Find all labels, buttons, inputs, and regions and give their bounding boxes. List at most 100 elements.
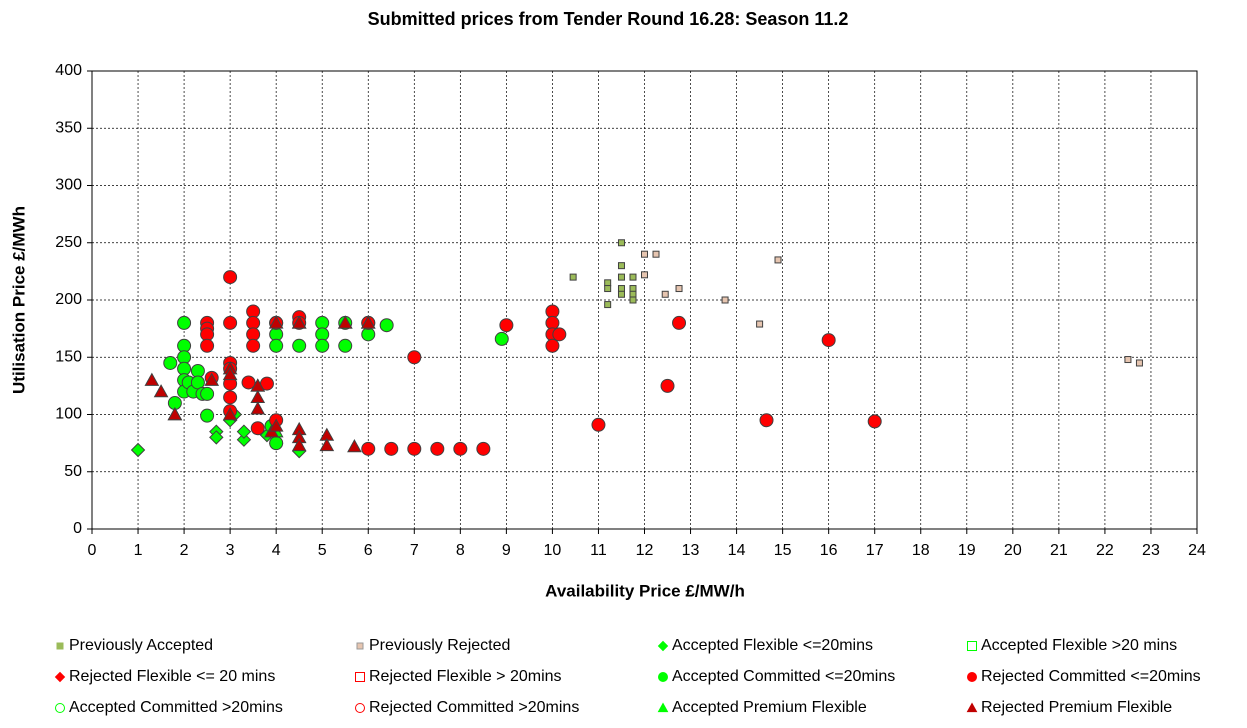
x-tick-label: 8 bbox=[456, 542, 465, 559]
legend-label: Previously Accepted bbox=[69, 637, 213, 654]
x-tick-label: 22 bbox=[1096, 542, 1114, 559]
marker-diamond bbox=[54, 671, 66, 683]
marker-circle bbox=[821, 333, 836, 348]
marker-circle bbox=[867, 414, 882, 429]
marker-triangle bbox=[319, 437, 335, 452]
marker-triangle bbox=[144, 372, 160, 386]
marker-circle bbox=[407, 350, 422, 365]
x-tick-label: 19 bbox=[958, 542, 976, 559]
y-tick-label: 300 bbox=[55, 177, 82, 194]
x-tick-label: 0 bbox=[88, 542, 97, 559]
marker-square bbox=[617, 273, 625, 281]
marker-square bbox=[1124, 356, 1132, 364]
marker-triangle bbox=[966, 702, 978, 713]
x-tick-label: 11 bbox=[590, 542, 607, 559]
marker-circle bbox=[545, 338, 560, 353]
x-tick-label: 20 bbox=[1004, 542, 1022, 559]
marker-circle bbox=[430, 441, 445, 456]
x-tick-label: 10 bbox=[544, 542, 562, 559]
marker-square bbox=[967, 641, 977, 651]
marker-square bbox=[661, 290, 669, 298]
marker-circle bbox=[494, 331, 509, 346]
marker-circle bbox=[315, 338, 330, 353]
marker-circle bbox=[407, 441, 422, 456]
legend-label: Rejected Premium Flexible bbox=[981, 699, 1172, 716]
x-tick-label: 5 bbox=[318, 542, 327, 559]
marker-triangle bbox=[222, 406, 238, 421]
marker-triangle bbox=[337, 315, 353, 329]
marker-square bbox=[1135, 359, 1143, 367]
marker-square bbox=[56, 642, 64, 650]
x-tick-label: 14 bbox=[728, 542, 746, 559]
x-tick-label: 12 bbox=[636, 542, 654, 559]
marker-diamond bbox=[236, 424, 252, 439]
marker-triangle bbox=[657, 702, 669, 713]
y-tick-label: 250 bbox=[55, 234, 82, 251]
marker-diamond bbox=[657, 640, 669, 652]
marker-triangle bbox=[291, 437, 307, 452]
y-tick-label: 200 bbox=[55, 291, 82, 308]
marker-triangle bbox=[360, 315, 376, 329]
marker-circle bbox=[476, 441, 491, 456]
marker-triangle bbox=[291, 315, 307, 329]
marker-circle bbox=[361, 441, 376, 456]
marker-square bbox=[604, 285, 612, 293]
x-axis-title: Availability Price £/MW/h bbox=[545, 581, 745, 600]
marker-circle bbox=[672, 315, 687, 330]
marker-circle bbox=[223, 390, 238, 405]
x-tick-label: 6 bbox=[364, 542, 373, 559]
marker-circle bbox=[200, 408, 215, 423]
y-tick-label: 400 bbox=[55, 62, 82, 79]
x-tick-label: 23 bbox=[1142, 542, 1160, 559]
marker-triangle bbox=[167, 406, 183, 421]
legend-label: Accepted Committed <=20mins bbox=[672, 668, 895, 685]
marker-triangle bbox=[268, 315, 284, 329]
x-tick-label: 13 bbox=[682, 542, 700, 559]
legend-label: Accepted Flexible >20 mins bbox=[981, 637, 1177, 654]
y-tick-label: 150 bbox=[55, 348, 82, 365]
legend-label: Rejected Committed >20mins bbox=[369, 699, 579, 716]
x-tick-label: 4 bbox=[272, 542, 281, 559]
marker-square bbox=[604, 301, 612, 309]
marker-circle bbox=[591, 417, 606, 432]
marker-square bbox=[355, 672, 365, 682]
plot-border bbox=[91, 70, 1198, 530]
marker-circle bbox=[660, 378, 675, 393]
marker-square bbox=[629, 273, 637, 281]
x-tick-label: 18 bbox=[912, 542, 930, 559]
y-tick-label: 0 bbox=[73, 520, 82, 537]
marker-circle bbox=[384, 441, 399, 456]
x-tick-label: 3 bbox=[226, 542, 235, 559]
marker-square bbox=[652, 250, 660, 258]
marker-circle bbox=[759, 413, 774, 428]
legend-label: Rejected Committed <=20mins bbox=[981, 668, 1201, 685]
marker-square bbox=[629, 285, 637, 293]
legend-label: Previously Rejected bbox=[369, 637, 510, 654]
marker-circle bbox=[967, 672, 977, 682]
marker-triangle bbox=[153, 384, 169, 398]
marker-square bbox=[617, 285, 625, 293]
marker-circle bbox=[177, 315, 192, 330]
marker-circle bbox=[200, 386, 215, 401]
marker-circle bbox=[552, 327, 567, 342]
x-tick-label: 1 bbox=[134, 542, 143, 559]
marker-circle bbox=[223, 270, 238, 285]
legend-label: Rejected Flexible > 20mins bbox=[369, 668, 562, 685]
x-tick-label: 15 bbox=[774, 542, 792, 559]
marker-diamond bbox=[209, 430, 224, 445]
marker-square bbox=[617, 262, 625, 270]
y-axis-title: Utilisation Price £/MWh bbox=[9, 206, 28, 394]
marker-circle bbox=[499, 318, 514, 333]
marker-square bbox=[569, 273, 577, 281]
y-tick-label: 100 bbox=[55, 406, 82, 423]
x-tick-label: 16 bbox=[820, 542, 838, 559]
marker-diamond bbox=[236, 432, 252, 447]
marker-diamond bbox=[130, 442, 146, 458]
x-tick-label: 2 bbox=[180, 542, 189, 559]
marker-circle bbox=[338, 338, 353, 353]
marker-square bbox=[675, 285, 683, 293]
marker-square bbox=[356, 642, 364, 650]
marker-circle bbox=[163, 355, 178, 370]
legend-label: Rejected Flexible <= 20 mins bbox=[69, 668, 275, 685]
marker-circle bbox=[241, 375, 256, 390]
